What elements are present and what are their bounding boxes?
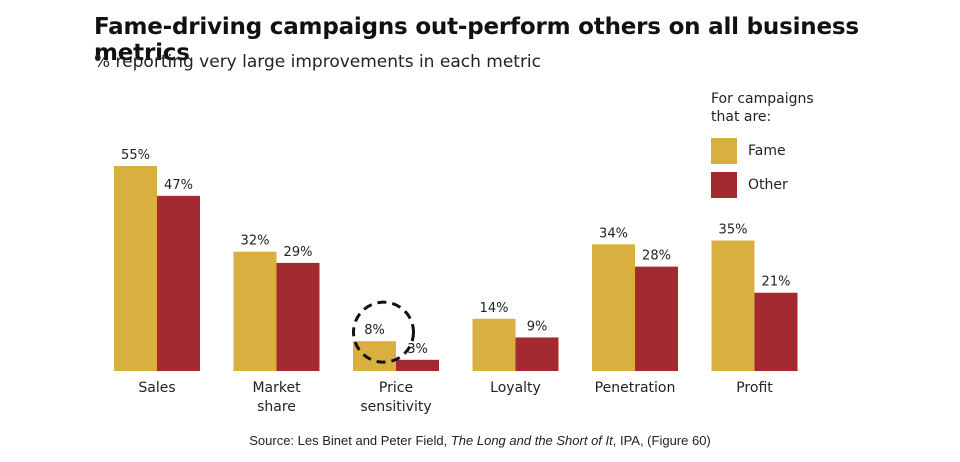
legend-title: For campaigns that are: <box>711 90 831 126</box>
category-label-1-line-1: share <box>257 399 296 415</box>
value-label-fame-1: 32% <box>241 234 270 249</box>
value-label-other-4: 28% <box>642 249 671 264</box>
chart-title: Fame-driving campaigns out-perform other… <box>94 14 859 66</box>
legend-swatch-fame <box>711 138 737 164</box>
value-label-other-3: 9% <box>527 319 548 334</box>
bar-fame-5 <box>711 240 755 371</box>
legend-item-other: Other <box>711 172 788 198</box>
category-label-1-line-0: Market <box>252 380 301 396</box>
value-label-fame-0: 55% <box>121 148 150 163</box>
legend-label-fame: Fame <box>748 143 786 159</box>
value-label-fame-2: 8% <box>364 323 385 338</box>
bar-other-3 <box>515 337 559 371</box>
bar-other-1 <box>276 262 320 371</box>
bar-fame-0 <box>114 166 157 371</box>
highlight-circle <box>352 300 415 364</box>
source-suffix: , IPA, (Figure 60) <box>612 433 711 448</box>
legend-title-line-2: that are: <box>711 109 772 125</box>
bar-fame-2 <box>353 341 396 371</box>
bar-fame-3 <box>472 318 516 371</box>
source-note: Source: Les Binet and Peter Field, The L… <box>0 433 960 448</box>
bar-fame-1 <box>233 251 277 371</box>
value-label-fame-5: 35% <box>719 223 748 238</box>
value-label-fame-4: 34% <box>599 226 628 241</box>
source-book-title: The Long and the Short of It <box>450 433 613 448</box>
bar-other-5 <box>754 292 798 371</box>
legend-item-fame: Fame <box>711 138 786 164</box>
legend-swatch-other <box>711 172 737 198</box>
category-label-2-line-1: sensitivity <box>360 399 431 415</box>
value-label-other-0: 47% <box>164 178 193 193</box>
value-label-fame-3: 14% <box>480 301 509 316</box>
bar-other-2 <box>396 359 439 371</box>
category-label-3-line-0: Loyalty <box>490 380 541 396</box>
legend-label-other: Other <box>748 177 788 193</box>
category-label-0-line-0: Sales <box>138 380 175 396</box>
category-label-4-line-0: Penetration <box>595 380 676 396</box>
source-prefix: Source: Les Binet and Peter Field, <box>249 433 451 448</box>
value-label-other-1: 29% <box>284 245 313 260</box>
value-label-other-5: 21% <box>762 275 791 290</box>
chart-subtitle: % reporting very large improvements in e… <box>94 52 542 72</box>
category-label-5-line-0: Profit <box>736 380 773 396</box>
bar-fame-4 <box>592 244 635 371</box>
legend-title-line-1: For campaigns <box>711 91 814 107</box>
value-label-other-2: 3% <box>407 342 428 357</box>
category-label-2-line-0: Price <box>379 380 413 396</box>
bar-other-4 <box>635 266 678 371</box>
bar-other-0 <box>157 195 200 371</box>
